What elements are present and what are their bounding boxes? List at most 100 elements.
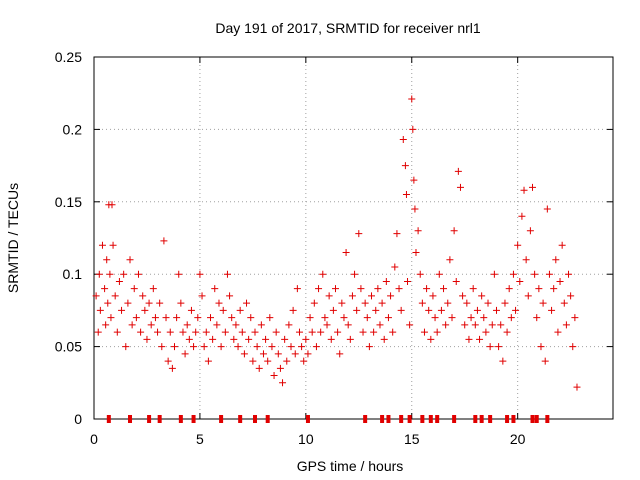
data-point (219, 306, 227, 314)
data-point (213, 321, 221, 329)
data-point (448, 314, 456, 322)
data-point (412, 248, 420, 256)
data-point (120, 270, 128, 278)
data-point (423, 285, 431, 293)
data-point (486, 343, 494, 351)
data-point (331, 285, 339, 293)
data-point (340, 314, 348, 322)
data-point (461, 321, 469, 329)
zero-marker (305, 415, 310, 423)
data-point (492, 306, 500, 314)
data-point (554, 328, 562, 336)
data-point (567, 292, 575, 300)
data-point (558, 241, 566, 249)
data-point (480, 314, 488, 322)
data-point (226, 292, 234, 300)
data-point (270, 372, 278, 380)
data-point (338, 299, 346, 307)
data-point (181, 350, 189, 358)
data-point (478, 292, 486, 300)
data-point (395, 285, 403, 293)
zero-marker (219, 415, 224, 423)
zero-marker (420, 415, 425, 423)
data-point (238, 328, 246, 336)
data-point (298, 343, 306, 351)
data-point (401, 162, 409, 170)
data-point (304, 350, 312, 358)
data-point (310, 299, 318, 307)
data-point (274, 350, 282, 358)
data-point (285, 321, 293, 329)
data-point (535, 285, 543, 293)
data-point (134, 270, 142, 278)
data-point (490, 270, 498, 278)
data-point (143, 335, 151, 343)
data-point (344, 321, 352, 329)
zero-marker (545, 415, 550, 423)
data-point (545, 270, 553, 278)
data-point (569, 343, 577, 351)
x-tick-label: 15 (404, 431, 420, 447)
ticks: 0 5 10 15 20 0 0.05 0.1 0.15 0.2 0.25 (55, 49, 613, 447)
plot-frame (93, 56, 614, 420)
data-point (249, 357, 257, 365)
data-point (128, 321, 136, 329)
data-point (431, 314, 439, 322)
zero-marker (435, 415, 440, 423)
data-point (425, 306, 433, 314)
data-point (272, 328, 280, 336)
data-point (245, 335, 253, 343)
data-point (518, 212, 526, 220)
data-point (516, 277, 524, 285)
data-point (353, 306, 361, 314)
data-point (387, 292, 395, 300)
data-point (476, 335, 484, 343)
y-tick-label: 0.25 (55, 49, 82, 65)
data-point (556, 277, 564, 285)
data-point (414, 227, 422, 235)
data-point (204, 357, 212, 365)
zero-marker (147, 415, 152, 423)
data-point (211, 285, 219, 293)
data-point (160, 237, 168, 245)
data-point (187, 306, 195, 314)
data-point (287, 343, 295, 351)
data-point (442, 321, 450, 329)
data-point (399, 136, 407, 144)
data-point (104, 299, 112, 307)
data-point (509, 270, 517, 278)
data-point (207, 314, 215, 322)
data-point (522, 256, 530, 264)
data-point (300, 357, 308, 365)
data-point (312, 343, 320, 351)
data-point (440, 285, 448, 293)
data-point (137, 328, 145, 336)
data-point (268, 343, 276, 351)
y-tick-label: 0.15 (55, 194, 82, 210)
data-point (262, 335, 270, 343)
zero-marker (428, 415, 433, 423)
data-point (391, 263, 399, 271)
data-point (92, 292, 100, 300)
data-point (236, 306, 244, 314)
data-point (198, 292, 206, 300)
grid (94, 57, 613, 419)
data-point (406, 321, 414, 329)
data-point (130, 285, 138, 293)
x-tick-label: 10 (298, 431, 314, 447)
data-point (524, 292, 532, 300)
data-point (151, 314, 159, 322)
data-point (348, 292, 356, 300)
data-point (257, 321, 265, 329)
x-axis-label: GPS time / hours (297, 458, 404, 474)
data-point (192, 328, 200, 336)
data-point (109, 241, 117, 249)
data-point (103, 256, 111, 264)
data-point (118, 306, 126, 314)
data-point (145, 299, 153, 307)
data-point (126, 256, 134, 264)
data-point (149, 285, 157, 293)
zero-marker (399, 415, 404, 423)
data-point (317, 328, 325, 336)
data-point (469, 285, 477, 293)
